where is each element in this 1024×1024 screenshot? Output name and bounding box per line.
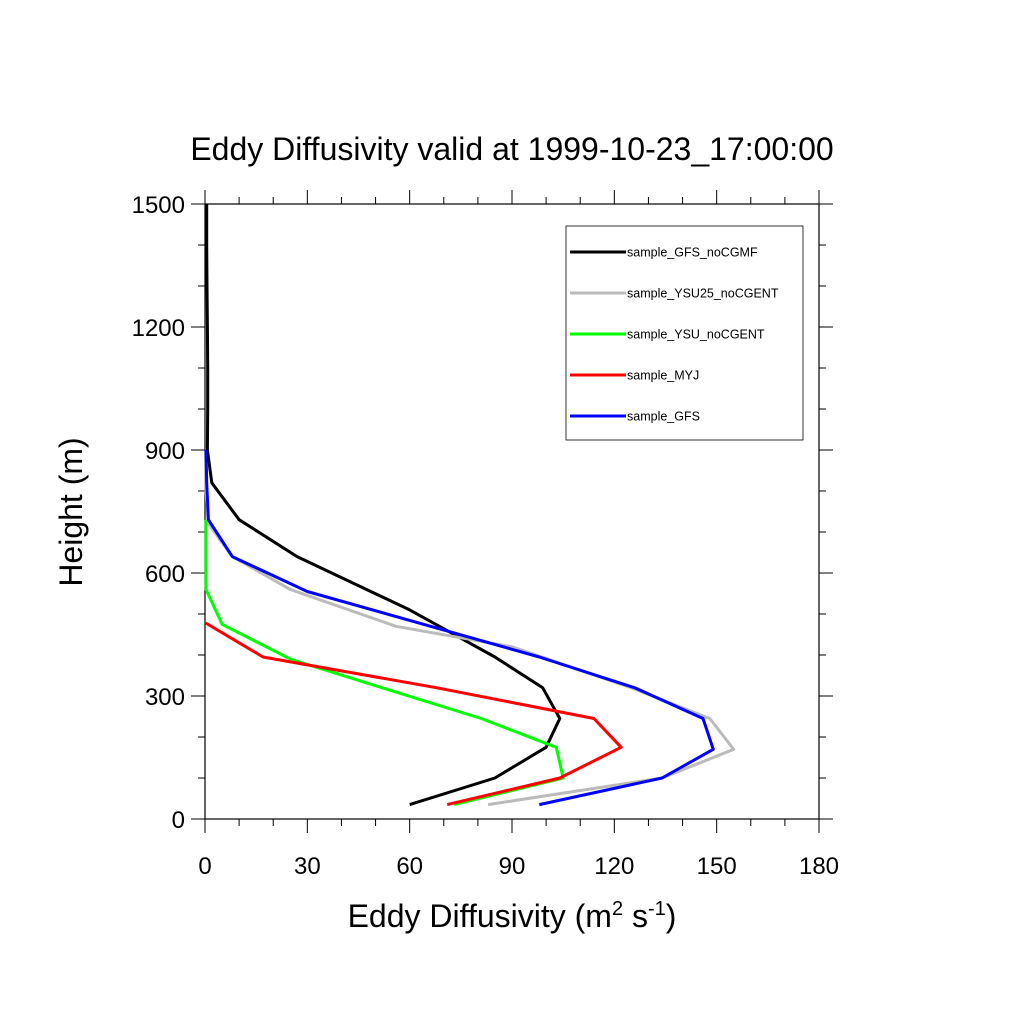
axis-tick-labels: 0 30 60 90 120 150 180 0 300 600 900 1200 1500 [132, 192, 839, 880]
chart-title: Eddy Diffusivity valid at 1999-10-23_17:… [190, 131, 833, 167]
y-tick-label: 0 [172, 807, 185, 834]
y-tick-label: 300 [145, 684, 185, 711]
x-axis-label-end: ) [666, 898, 677, 934]
x-axis-label-mid: s [623, 898, 648, 934]
legend: sample_GFS_noCGMF sample_YSU25_noCGENTsam… [565, 225, 804, 441]
y-tick-label: 600 [145, 561, 185, 588]
x-tick-label: 0 [198, 853, 211, 880]
x-tick-label: 30 [294, 853, 321, 880]
y-tick-label: 900 [145, 438, 185, 465]
x-tick-label: 120 [594, 853, 634, 880]
series-line-sample-gfs [204, 449, 715, 807]
x-axis-label-sup2: -1 [648, 898, 666, 920]
legend-label: sample_YSU25_noCGENT [627, 287, 779, 301]
x-tick-label: 150 [697, 853, 737, 880]
x-axis-label-base: Eddy Diffusivity (m [348, 898, 612, 934]
legend-label: sample_GFS_noCGMF [627, 246, 758, 260]
series-line-sample-ysu25-nocgent [204, 450, 736, 807]
y-axis-label: Height (m) [53, 437, 89, 586]
legend-label: sample_YSU_noCGENT [627, 328, 765, 342]
y-tick-label: 1200 [132, 315, 185, 342]
legend-label: sample_MYJ [627, 369, 699, 383]
series-line-sample-ysu-nocgent [204, 519, 565, 807]
legend-label: sample_GFS [627, 410, 700, 424]
x-axis-label: Eddy Diffusivity (m2 s-1) [348, 898, 677, 934]
series-line-sample-myj [204, 621, 623, 807]
series-lines [204, 204, 736, 807]
x-tick-label: 60 [396, 853, 423, 880]
series-line-sample-gfs-nocgmf [205, 204, 562, 807]
y-tick-label: 1500 [132, 192, 185, 219]
x-tick-label: 90 [499, 853, 526, 880]
axis-ticks [191, 190, 833, 833]
x-tick-label: 180 [799, 853, 839, 880]
x-axis-label-sup1: 2 [612, 898, 623, 920]
